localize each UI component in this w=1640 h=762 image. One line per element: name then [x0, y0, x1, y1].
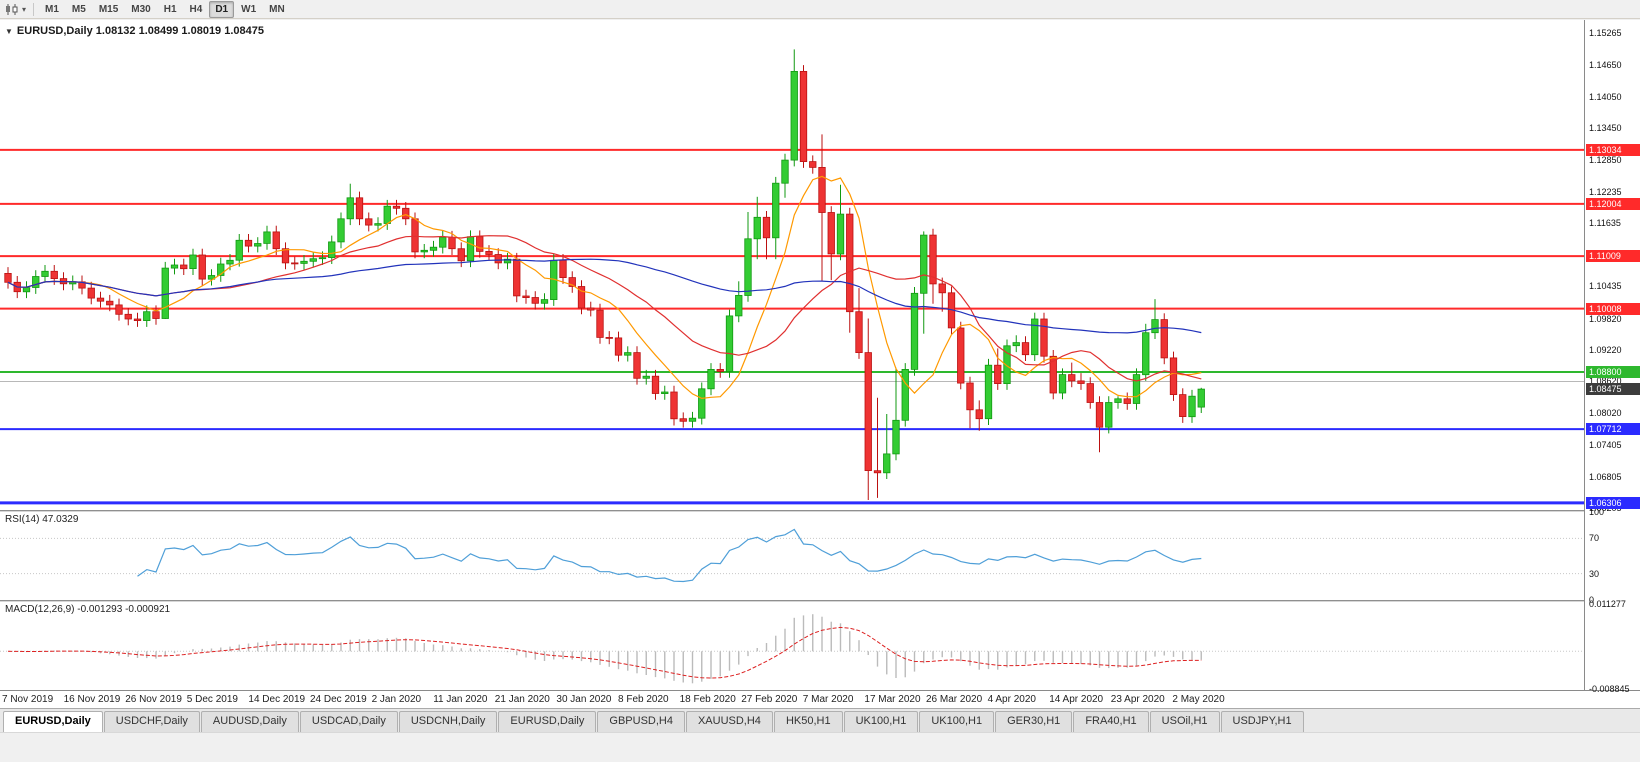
- date-label: 30 Jan 2020: [556, 694, 612, 705]
- symbol-ohlc-info: ▼ EURUSD,Daily 1.08132 1.08499 1.08019 1…: [5, 25, 264, 37]
- price-tick: 1.14050: [1589, 92, 1622, 102]
- timeframe-button-m5[interactable]: M5: [71, 3, 86, 15]
- ohlc-info-text: EURUSD,Daily 1.08132 1.08499 1.08019 1.0…: [16, 25, 264, 37]
- chart-tab[interactable]: USDJPY,H1: [1220, 711, 1304, 732]
- rsi-axis-label: 0: [1589, 595, 1595, 605]
- chart-tab[interactable]: USDCAD,Daily: [299, 711, 398, 732]
- moving-averages-layer: [7, 175, 1202, 400]
- macd-histogram: [16, 614, 1202, 684]
- timeframe-button-group: M1 M5 M15 M30 H1 H4 D1 W1 MN: [39, 0, 292, 18]
- timeframe-button-m30[interactable]: M30: [131, 3, 151, 15]
- price-level-badge: 1.13034: [1586, 144, 1640, 156]
- macd-indicator-label: MACD(12,26,9) -0.001293 -0.000921: [5, 604, 171, 615]
- price-tick: 1.11635: [1589, 218, 1621, 228]
- timeframe-button-mn[interactable]: MN: [269, 3, 285, 15]
- chart-tab[interactable]: FRA40,H1: [1073, 711, 1149, 732]
- chart-tab[interactable]: AUDUSD,Daily: [200, 711, 299, 732]
- rsi-line: [137, 528, 1202, 583]
- chart-area[interactable]: ▼ EURUSD,Daily 1.08132 1.08499 1.08019 1…: [0, 20, 1640, 708]
- price-tick: 1.07405: [1589, 440, 1622, 450]
- price-level-badge: 1.07712: [1586, 423, 1640, 435]
- date-label: 5 Dec 2019: [186, 694, 238, 705]
- price-tick: 1.13450: [1589, 123, 1622, 133]
- date-label: 16 Nov 2019: [63, 694, 121, 705]
- chart-tab[interactable]: GBPUSD,H4: [597, 711, 685, 732]
- chart-tab[interactable]: UK100,H1: [919, 711, 995, 732]
- status-bar: [0, 732, 1640, 762]
- date-label: 2 Jan 2020: [371, 694, 422, 705]
- toolbar-separator: [33, 2, 35, 16]
- rsi-axis-label: 30: [1589, 569, 1600, 579]
- date-label: 4 Apr 2020: [987, 694, 1036, 705]
- price-tick: 1.15265: [1589, 28, 1622, 38]
- date-label: 8 Feb 2020: [618, 694, 669, 705]
- panel-separator[interactable]: [0, 510, 1640, 512]
- chart-tab[interactable]: GER30,H1: [995, 711, 1073, 732]
- timeframe-button-w1[interactable]: W1: [241, 3, 257, 15]
- date-label: 2 May 2020: [1172, 694, 1225, 705]
- price-tick: 1.09220: [1589, 345, 1622, 355]
- time-axis[interactable]: 7 Nov 2019 16 Nov 2019 26 Nov 2019 5 Dec 20…: [0, 690, 1640, 708]
- price-level-badge: 1.12004: [1586, 198, 1640, 210]
- price-tick: 1.14650: [1589, 60, 1622, 70]
- price-level-badge: 1.06306: [1586, 497, 1640, 509]
- price-tick: 1.08020: [1589, 408, 1622, 418]
- chart-tab[interactable]: USDCHF,Daily: [103, 711, 200, 732]
- date-label: 21 Jan 2020: [494, 694, 550, 705]
- date-label: 14 Apr 2020: [1049, 694, 1104, 705]
- chart-tab[interactable]: HK50,H1: [773, 711, 843, 732]
- date-label: 14 Dec 2019: [248, 694, 306, 705]
- price-tick: 1.09820: [1589, 314, 1622, 324]
- timeframe-button-d1[interactable]: D1: [209, 0, 235, 18]
- symbol-marker-icon: ▼: [5, 26, 13, 36]
- date-label: 18 Feb 2020: [679, 694, 736, 705]
- date-label: 27 Feb 2020: [741, 694, 798, 705]
- chart-tab-bar: EURUSD,Daily USDCHF,Daily AUDUSD,Daily USDC…: [0, 708, 1640, 732]
- price-tick: 1.10435: [1589, 281, 1622, 291]
- rsi-indicator-canvas[interactable]: [0, 512, 1584, 600]
- timeframe-button-h1[interactable]: H1: [163, 3, 177, 15]
- date-label: 7 Nov 2019: [2, 694, 54, 705]
- price-tick: 1.12235: [1589, 187, 1622, 197]
- date-label: 11 Jan 2020: [433, 694, 488, 705]
- rsi-indicator-label: RSI(14) 47.0329: [5, 514, 79, 525]
- candlestick-chart-icon[interactable]: [4, 3, 20, 16]
- price-chart-canvas[interactable]: [0, 20, 1584, 510]
- price-scale-axis[interactable]: 1.15265 1.14650 1.14050 1.13450 1.12850 1.122…: [1584, 20, 1640, 694]
- macd-axis-label: -0.008845: [1589, 684, 1630, 694]
- current-price-badge: 1.08475: [1586, 383, 1640, 395]
- candles-layer: [4, 49, 1205, 500]
- chart-tab[interactable]: UK100,H1: [843, 711, 919, 732]
- horizontal-lines-layer: [0, 148, 1584, 505]
- date-label: 23 Apr 2020: [1110, 694, 1165, 705]
- chart-type-dropdown-icon[interactable]: ▾: [22, 4, 27, 14]
- chart-tab[interactable]: EURUSD,Daily: [3, 711, 103, 732]
- rsi-axis-label: 100: [1589, 507, 1605, 517]
- macd-indicator-canvas[interactable]: [0, 602, 1584, 690]
- timeframe-button-m15[interactable]: M15: [98, 3, 119, 15]
- timeframe-button-m1[interactable]: M1: [45, 3, 59, 15]
- price-level-badge: 1.08800: [1586, 366, 1640, 378]
- date-label: 17 Mar 2020: [864, 694, 921, 705]
- chart-tab[interactable]: XAUUSD,H4: [685, 711, 773, 732]
- price-tick: 1.08620: [1589, 376, 1622, 386]
- date-label: 7 Mar 2020: [802, 694, 854, 705]
- date-label: 26 Nov 2019: [125, 694, 182, 705]
- price-level-badge: 1.11009: [1586, 250, 1640, 262]
- date-label: 24 Dec 2019: [310, 694, 367, 705]
- macd-axis-label: 0.011277: [1589, 599, 1626, 609]
- chart-tab[interactable]: EURUSD,Daily: [498, 711, 597, 732]
- panel-separator[interactable]: [0, 600, 1640, 602]
- chart-tab[interactable]: USDCNH,Daily: [398, 711, 498, 732]
- rsi-axis-label: 70: [1589, 533, 1600, 543]
- timeframe-button-h4[interactable]: H4: [189, 3, 203, 15]
- price-level-badge: 1.10008: [1586, 303, 1640, 315]
- macd-signal-line: [7, 626, 1202, 679]
- price-tick: 1.12850: [1589, 155, 1622, 165]
- price-tick: 1.06805: [1589, 472, 1622, 482]
- timeframe-toolbar: ▾ M1 M5 M15 M30 H1 H4 D1 W1 MN: [0, 0, 1640, 19]
- chart-tab[interactable]: USOil,H1: [1149, 711, 1220, 732]
- date-label: 26 Mar 2020: [926, 694, 983, 705]
